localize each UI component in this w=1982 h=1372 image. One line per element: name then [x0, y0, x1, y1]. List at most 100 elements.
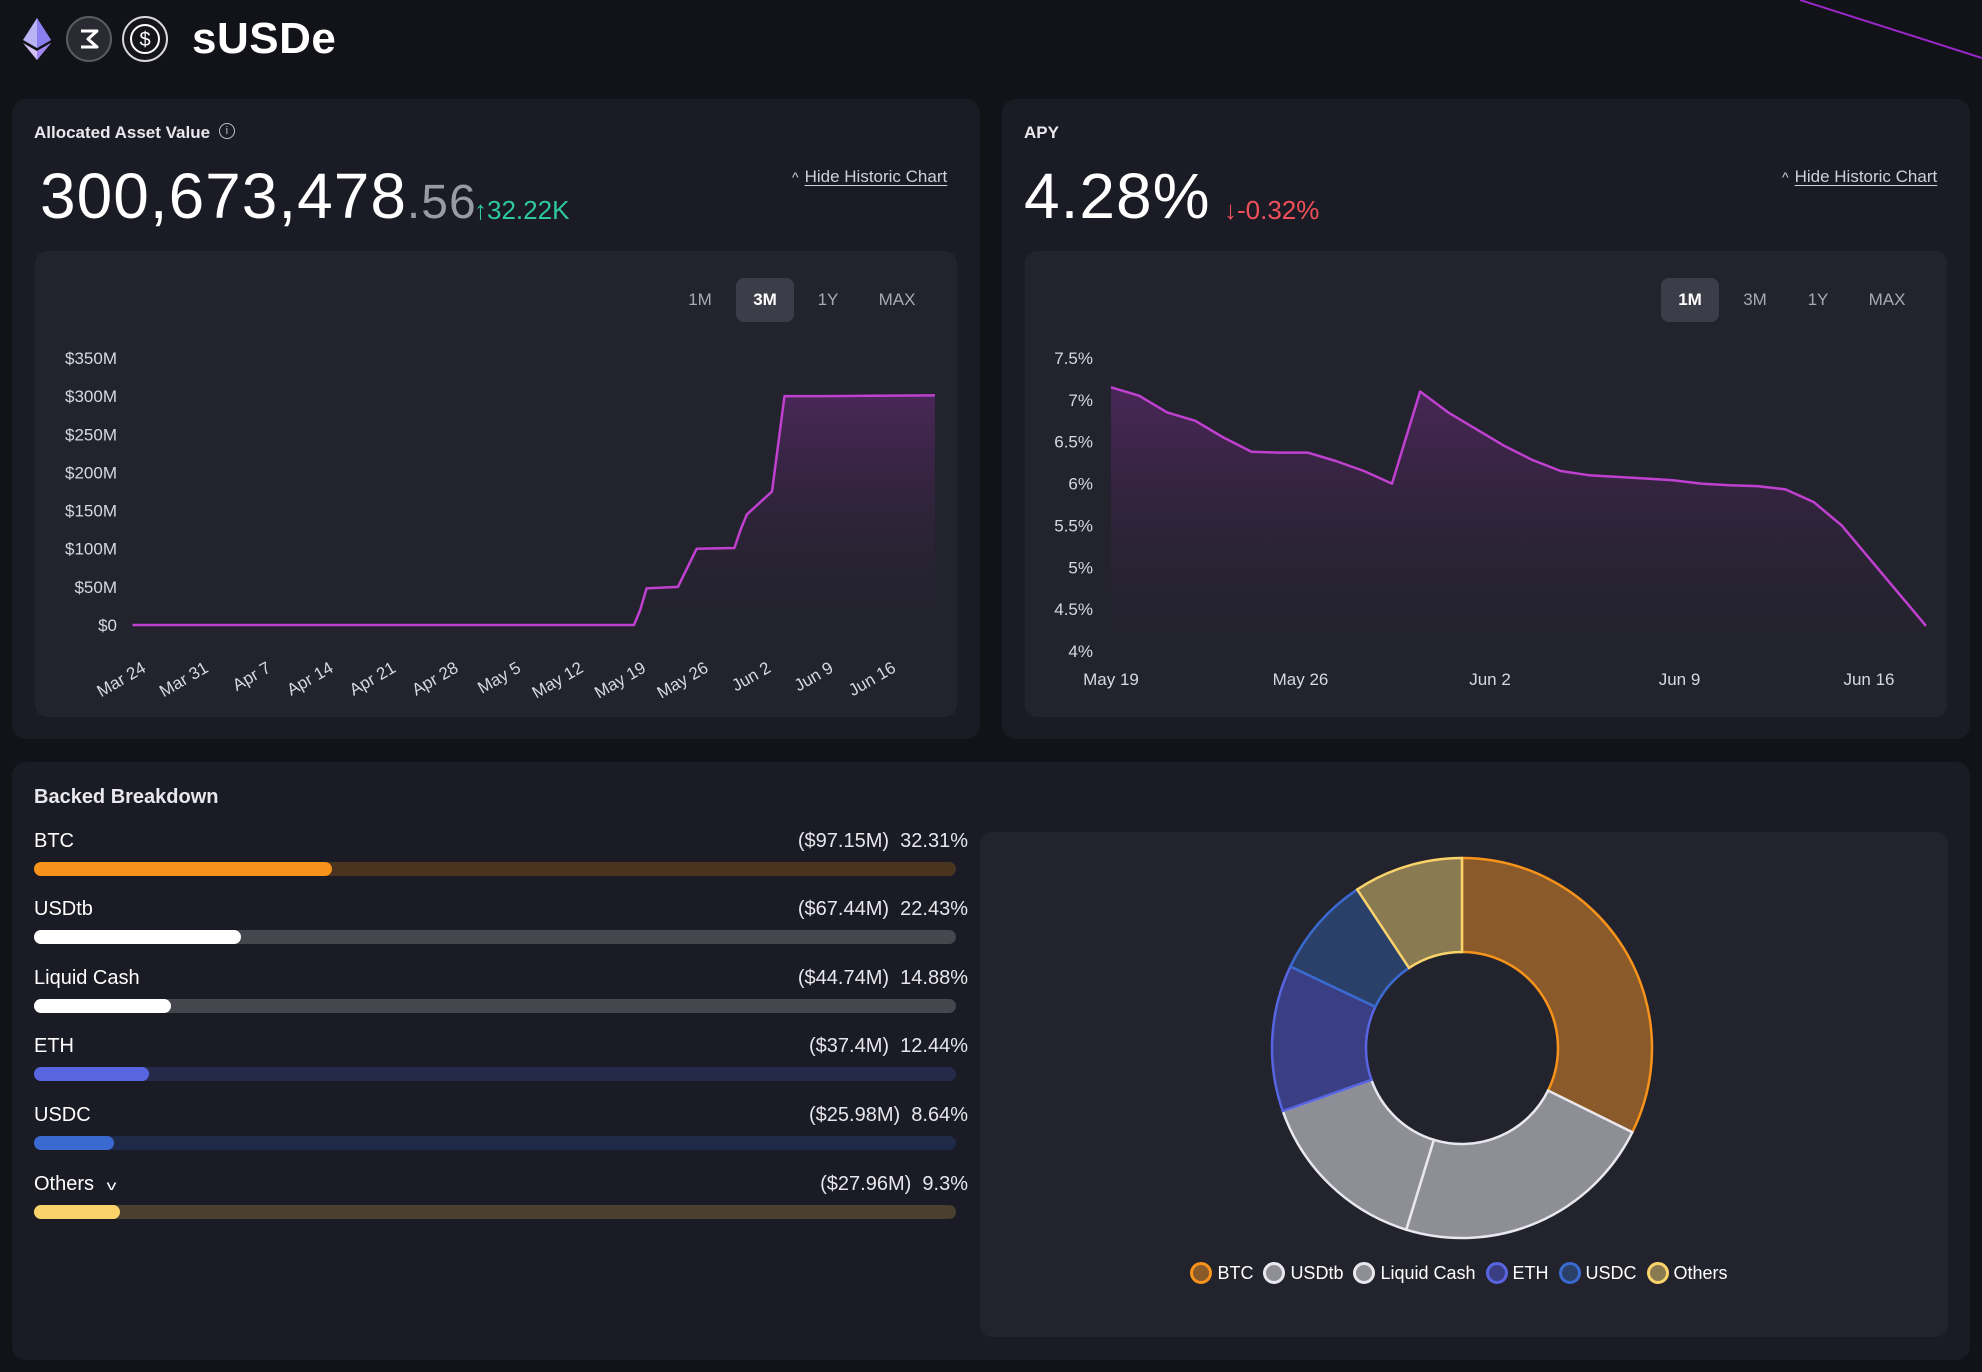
series-area	[132, 395, 935, 625]
x-tick-label: Apr 7	[229, 658, 274, 695]
x-tick-label: Jun 16	[1843, 670, 1894, 689]
breakdown-bar-fill	[34, 999, 172, 1013]
breakdown-bar-fill	[34, 1205, 120, 1219]
info-icon[interactable]: i	[218, 123, 235, 139]
y-tick-label: $150M	[65, 502, 117, 521]
tab-max[interactable]: MAX	[878, 290, 916, 309]
allocated-asset-delta: ↑32.22K	[474, 195, 570, 225]
y-tick-label: $250M	[65, 425, 117, 444]
legend-swatch	[1558, 1262, 1581, 1284]
breakdown-value: ($37.4M) 12.44%	[809, 1035, 968, 1057]
tab-1y[interactable]: 1Y	[817, 290, 839, 309]
x-tick-label: Jun 2	[1469, 670, 1511, 689]
breakdown-value: ($44.74M) 14.88%	[797, 967, 968, 989]
y-tick-label: 6.5%	[1054, 433, 1093, 452]
chevron-up-icon: ^	[1782, 169, 1789, 185]
x-tick-label: Jun 9	[1659, 670, 1701, 689]
breakdown-bar-fill	[34, 1067, 149, 1081]
legend-swatch	[1263, 1262, 1286, 1284]
legend-label: USDtb	[1290, 1262, 1344, 1283]
x-tick-label: Jun 2	[728, 658, 774, 695]
tab-1m[interactable]: 1M	[1661, 278, 1719, 322]
legend-item[interactable]: ETH	[1485, 1262, 1549, 1284]
allocated-asset-value: 300,673,478.56	[40, 160, 477, 232]
breakdown-bar	[34, 930, 956, 944]
legend-label: Liquid Cash	[1380, 1262, 1476, 1283]
list-item-others[interactable]: Others v ($27.96M) 9.3%	[12, 1173, 972, 1223]
tab-3m[interactable]: 3M	[736, 278, 794, 322]
list-item: USDC ($25.98M) 8.64%	[12, 1104, 972, 1154]
breakdown-bar	[34, 999, 956, 1013]
y-tick-label: 6%	[1068, 475, 1093, 494]
hide-historic-chart-link[interactable]: ^ Hide Historic Chart	[1782, 167, 1938, 186]
x-tick-label: May 19	[591, 658, 649, 702]
legend-item[interactable]: BTC	[1190, 1262, 1253, 1284]
y-tick-label: 5%	[1068, 558, 1093, 577]
breakdown-bar-fill	[34, 862, 332, 876]
legend-item[interactable]: Liquid Cash	[1353, 1262, 1476, 1284]
legend-item[interactable]: USDC	[1558, 1262, 1637, 1284]
legend-swatch	[1353, 1262, 1376, 1284]
breakdown-name: USDtb	[34, 898, 93, 920]
y-tick-label: 5.5%	[1054, 516, 1093, 535]
tab-3m[interactable]: 3M	[1743, 290, 1767, 309]
chevron-down-icon[interactable]: v	[106, 1177, 116, 1193]
series-area	[1111, 387, 1926, 651]
breakdown-bar	[34, 1136, 956, 1150]
allocated-asset-panel: Allocated Asset Value i 300,673,478.56 ↑…	[12, 99, 980, 739]
list-item: ETH ($37.4M) 12.44%	[12, 1035, 972, 1085]
series-line	[1110, 386, 1927, 627]
breakdown-name: BTC	[34, 830, 74, 852]
x-tick-label: Jun 16	[845, 658, 899, 700]
x-tick-label: Apr 21	[346, 658, 399, 700]
tab-1y[interactable]: 1Y	[1807, 290, 1829, 309]
y-tick-label: $200M	[65, 463, 117, 482]
x-tick-label: May 26	[654, 658, 712, 702]
list-item: Liquid Cash ($44.74M) 14.88%	[12, 967, 972, 1017]
y-tick-label: 7.5%	[1054, 349, 1093, 368]
x-tick-label: Jun 9	[791, 658, 837, 695]
y-tick-label: $50M	[74, 578, 117, 597]
breakdown-bar	[34, 1205, 956, 1219]
x-tick-label: Apr 14	[284, 658, 337, 700]
legend-item[interactable]: Others	[1646, 1262, 1728, 1284]
apy-chart-area: 1M 3M 1Y MAX 4% 4.5% 5% 5.5% 6% 6.5% 7% 7.5% May…	[1025, 251, 1947, 717]
allocated-chart-area: 1M 3M 1Y MAX $0 $50M $100M $150M $200M $250M $…	[35, 251, 957, 717]
legend-label: BTC	[1217, 1262, 1254, 1283]
backed-breakdown-donut	[1270, 856, 1654, 1240]
donut-slice	[1355, 856, 1464, 970]
x-tick-label: Apr 28	[409, 658, 462, 700]
apy-panel: APY 4.28% ↓-0.32% ^ Hide Historic Chart 1…	[1002, 99, 1970, 739]
donut-slice	[1281, 1078, 1436, 1232]
breakdown-name: Liquid Cash	[34, 967, 140, 989]
allocated-asset-decimals: .56	[406, 176, 477, 229]
breakdown-name[interactable]: Others v	[34, 1173, 116, 1195]
y-tick-label: $100M	[65, 540, 117, 559]
x-tick-label: May 19	[1083, 670, 1139, 689]
breakdown-name: USDC	[34, 1104, 91, 1126]
breakdown-name: ETH	[34, 1035, 74, 1057]
legend-label: USDC	[1585, 1262, 1637, 1283]
series-line	[132, 394, 936, 627]
y-tick-label: $0	[98, 616, 117, 635]
tab-1m[interactable]: 1M	[688, 290, 712, 309]
allocated-asset-chart: $0 $50M $100M $150M $200M $250M $300M $350M Mar …	[65, 349, 936, 702]
ethena-icon	[66, 16, 112, 62]
breakdown-value: ($97.15M) 32.31%	[797, 830, 968, 852]
decorative-line	[1800, 0, 1982, 59]
y-tick-label: 4%	[1068, 642, 1093, 661]
x-tick-label: Mar 24	[94, 658, 149, 701]
breakdown-list: BTC ($97.15M) 32.31% USDtb ($67.44M) 22.…	[12, 762, 972, 1360]
ethereum-icon	[14, 16, 60, 62]
donut-chart-area: BTC USDtb Liquid Cash ETH USDC Others	[980, 832, 1948, 1337]
breakdown-bar	[34, 1067, 956, 1081]
hide-historic-chart-link[interactable]: ^ Hide Historic Chart	[792, 167, 948, 186]
legend-label: Others	[1673, 1262, 1728, 1283]
donut-slice	[1404, 1088, 1634, 1240]
backed-breakdown-title: Backed Breakdown	[34, 786, 219, 808]
y-tick-label: $300M	[65, 387, 117, 406]
chevron-up-icon: ^	[792, 169, 799, 185]
tab-max[interactable]: MAX	[1868, 290, 1906, 309]
breakdown-value: ($27.96M) 9.3%	[820, 1173, 968, 1195]
legend-item[interactable]: USDtb	[1263, 1262, 1343, 1284]
